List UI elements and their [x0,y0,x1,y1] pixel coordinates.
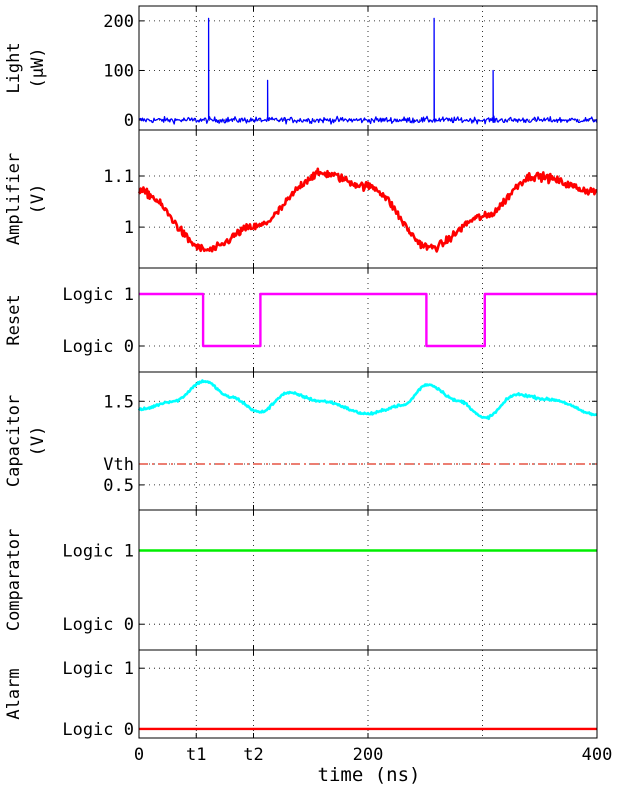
y-axis-label: Light [4,42,24,93]
x-tick-label: t1 [186,745,206,765]
y-tick-label: Logic 1 [62,542,134,562]
series-line-4-1 [137,379,598,421]
x-tick-label: 0 [134,745,144,765]
y-tick-label: 0.5 [103,476,134,496]
y-axis-label: Alarm [4,668,24,719]
y-axis-label: (V) [28,184,48,215]
panel-3: Logic 0 Logic 1 Reset [4,267,598,373]
y-tick-label: Logic 1 [62,285,134,305]
x-axis-label: time (ns) [318,764,421,786]
y-axis-label: Reset [4,294,24,345]
x-tick-label: 400 [582,745,613,765]
y-tick-label: Logic 0 [62,615,134,635]
y-tick-label: 1 [124,218,134,238]
y-axis-label: (V) [28,426,48,457]
y-tick-label: 200 [103,12,134,32]
y-axis-label: (μW) [28,48,48,89]
series-line-3-1 [139,292,597,348]
panel-6: Logic 0 Logic 1 Alarm [4,649,598,740]
y-tick-label: Vth [103,455,134,475]
panel-frame [138,649,598,739]
y-tick-label: 1.1 [103,167,134,187]
y-tick-label: 0 [124,111,134,131]
y-tick-label: Logic 0 [62,337,134,357]
y-axis-label: Comparator [4,529,24,631]
panel-5: Logic 0 Logic 1 Comparator [4,509,598,651]
y-tick-label: 1.5 [103,392,134,412]
series-line-1-1 [138,17,598,125]
series-line-2-1 [137,167,598,253]
y-axis-label: Capacitor [4,395,24,487]
y-tick-label: Logic 1 [62,659,134,679]
y-tick-label: Logic 0 [62,720,134,740]
y-axis-label: Amplifier [4,153,24,245]
x-tick-label: 200 [353,745,384,765]
panel-2: 1 1.1 Amplifier (V) [4,129,598,269]
y-tick-label: 100 [103,61,134,81]
x-tick-label: t2 [243,745,263,765]
x-axis: 0 t1 t2 200 400 [134,745,612,765]
panel-1: 0 100 200 Light (μW) [4,5,598,131]
